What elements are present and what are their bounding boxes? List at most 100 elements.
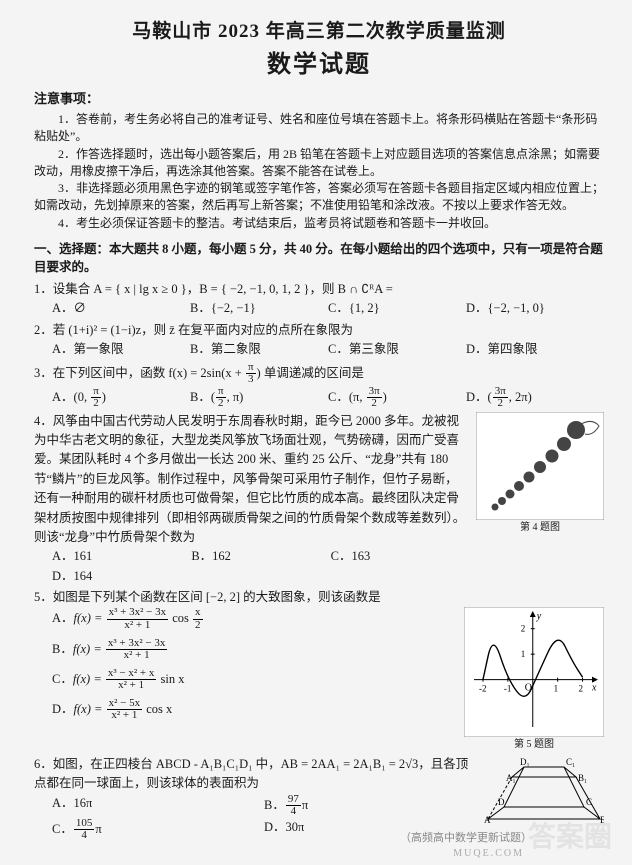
svg-text:A₁: A₁ — [506, 773, 516, 783]
fraction: π2 — [216, 386, 226, 410]
fraction: x2 — [193, 607, 203, 631]
svg-text:C: C — [586, 797, 592, 807]
question-4: 4．风筝由中国古代劳动人民发明于东周春秋时期，距今已 2000 多年。龙被视为中… — [34, 412, 604, 586]
svg-text:D: D — [498, 797, 505, 807]
q3-opt-b: B．(π2, π) — [190, 386, 328, 410]
q4-opt-c: C．163 — [331, 547, 470, 566]
fraction: x² − 5xx² + 1 — [107, 698, 143, 722]
q2-opt-a: A．第一象限 — [52, 340, 190, 359]
txt: ) — [383, 390, 387, 404]
q3-stem-post: ) 单调递减的区间是 — [257, 365, 364, 379]
frac-d: x² + 1 — [106, 650, 168, 662]
function-chart: xyO-2-11212 — [464, 607, 604, 737]
q1-opt-c: C．{1, 2} — [328, 299, 466, 318]
opt-text: 162 — [212, 549, 231, 563]
q1-stem: 1．设集合 A = { x | lg x ≥ 0 }，B = { −2, −1,… — [34, 280, 604, 299]
q6-figure: D₁C₁ A₁B₁ DC AB — [484, 755, 604, 825]
txt: cos — [169, 611, 192, 625]
q5-stem: 5．如图是下列某个函数在区间 [−2, 2] 的大致图象，则该函数是 — [34, 588, 604, 607]
q4-fig-caption: 第 4 题图 — [476, 520, 604, 536]
frac-d: 2 — [216, 398, 226, 410]
fraction: π2 — [91, 386, 101, 410]
frustum-icon: D₁C₁ A₁B₁ DC AB — [484, 755, 604, 825]
opt-text: {1, 2} — [349, 301, 380, 315]
q5-figure: xyO-2-11212 第 5 题图 — [464, 607, 604, 753]
txt: , π) — [227, 390, 244, 404]
svg-text:-1: -1 — [504, 684, 512, 694]
q6-opt-b: B．974π — [264, 794, 476, 818]
txt: sin x — [157, 672, 184, 686]
q4-opt-a: A．161 — [52, 547, 191, 566]
question-6: 6．如图，在正四棱台 ABCD - A₁B₁C₁D₁ 中，AB = 2AA₁ =… — [34, 755, 604, 842]
q6-stem: 6．如图，在正四棱台 ABCD - A₁B₁C₁D₁ 中，AB = 2AA₁ =… — [34, 755, 476, 794]
frac-d: 2 — [193, 620, 203, 632]
opt-text: 163 — [352, 549, 371, 563]
q3-opt-d: D．(3π2, 2π) — [466, 386, 604, 410]
frac-d: 4 — [74, 830, 95, 842]
fraction: 974 — [286, 794, 301, 818]
opt-text: {−2, −1, 0} — [488, 301, 545, 315]
txt: f(x) = — [74, 611, 106, 625]
svg-text:B: B — [600, 815, 604, 825]
svg-text:1: 1 — [521, 650, 526, 660]
q4-opt-b: B．162 — [191, 547, 330, 566]
q2-opt-c: C．第三象限 — [328, 340, 466, 359]
fraction: x³ − x² + xx² + 1 — [106, 668, 157, 692]
q4-figure: 第 4 题图 — [476, 412, 604, 536]
txt: (0, — [74, 390, 91, 404]
notice-item: 3．非选择题必须用黑色字迹的钢笔或签字笔作答，答案必须写在答题卡各题目指定区域内… — [34, 180, 604, 214]
page-title-sub: 数学试题 — [34, 48, 604, 83]
q3-stem-pre: 3．在下列区间中，函数 f(x) = 2sin(x + — [34, 365, 245, 379]
q2-stem: 2．若 (1+i)² = (1−i)z，则 z̄ 在复平面内对应的点所在象限为 — [34, 321, 604, 340]
q5-opt-a: A．f(x) = x³ + 3x² − 3xx² + 1 cos x2 — [34, 607, 456, 631]
q5-fig-caption: 第 5 题图 — [464, 737, 604, 753]
question-1: 1．设集合 A = { x | lg x ≥ 0 }，B = { −2, −1,… — [34, 280, 604, 319]
q1-opt-b: B．{−2, −1} — [190, 299, 328, 318]
q6-opt-a: A．16π — [52, 794, 264, 818]
opt-text: 164 — [74, 569, 93, 583]
q2-opt-b: B．第二象限 — [190, 340, 328, 359]
opt-text: {−2, −1} — [211, 301, 256, 315]
q3-opt-a: A．(0, π2) — [52, 386, 190, 410]
svg-text:B₁: B₁ — [578, 773, 587, 783]
svg-text:x: x — [591, 683, 597, 694]
opt-text: 161 — [74, 549, 93, 563]
fraction: x³ + 3x² − 3xx² + 1 — [106, 638, 168, 662]
q6-opt-c: C．1054π — [52, 818, 264, 842]
fraction: 1054 — [74, 818, 95, 842]
dragon-kite-icon — [476, 412, 604, 520]
q3-stem: 3．在下列区间中，函数 f(x) = 2sin(x + π3) 单调递减的区间是 — [34, 362, 604, 386]
notice-head: 注意事项： — [34, 90, 604, 109]
watermark-url: MUQE.COM — [453, 847, 524, 862]
svg-text:O: O — [525, 683, 532, 694]
q4-opt-d: D．164 — [52, 567, 470, 586]
frac-d: 3 — [246, 374, 256, 386]
fraction: 3π2 — [367, 386, 382, 410]
opt-text: 30π — [286, 820, 305, 834]
q1-opt-a: A．∅ — [52, 299, 190, 318]
page-title-main: 马鞍山市 2023 年高三第二次教学质量监测 — [34, 18, 604, 46]
watermark-sub: （高频高中数学更新试题） — [400, 831, 532, 847]
frac-d: x² + 1 — [107, 620, 169, 632]
svg-text:1: 1 — [554, 684, 559, 694]
fraction: π3 — [246, 362, 256, 386]
question-5: 5．如图是下列某个函数在区间 [−2, 2] 的大致图象，则该函数是 A．f(x… — [34, 588, 604, 753]
txt: cos x — [143, 702, 172, 716]
txt: π — [302, 798, 308, 812]
notice-item: 2．作答选择题时，选出每小题答案后，用 2B 铅笔在答题卡上对应题目选项的答案信… — [34, 146, 604, 180]
svg-text:D₁: D₁ — [520, 757, 530, 767]
frac-d: 4 — [286, 806, 301, 818]
opt-text: 16π — [74, 796, 93, 810]
q5-opt-d: D．f(x) = x² − 5xx² + 1 cos x — [34, 698, 456, 722]
question-3: 3．在下列区间中，函数 f(x) = 2sin(x + π3) 单调递减的区间是… — [34, 362, 604, 410]
txt: , 2π) — [509, 390, 532, 404]
section-1-head: 一、选择题：本大题共 8 小题，每小题 5 分，共 40 分。在每小题给出的四个… — [34, 240, 604, 276]
svg-text:y: y — [536, 611, 542, 622]
opt-text: 第四象限 — [488, 342, 538, 356]
txt: π — [95, 822, 101, 836]
txt: ( — [488, 390, 492, 404]
svg-text:2: 2 — [579, 684, 584, 694]
notice-item: 1．答卷前，考生务必将自己的准考证号、姓名和座位号填在答题卡上。将条形码横贴在答… — [34, 111, 604, 145]
txt: f(x) = — [73, 672, 105, 686]
fraction: 3π2 — [493, 386, 508, 410]
